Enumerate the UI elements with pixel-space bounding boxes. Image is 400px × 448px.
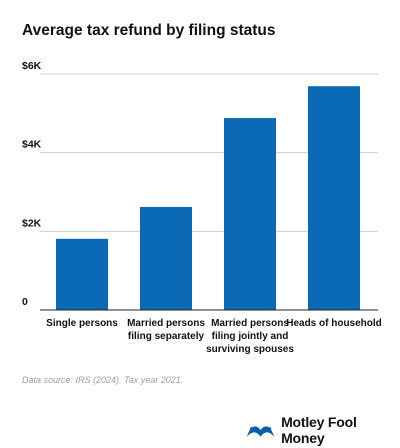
x-tick-label-line: filing separately (128, 331, 205, 342)
bar (224, 118, 276, 310)
x-axis-ticks: Single persons Married persons filing sepa… (46, 318, 382, 355)
x-tick-label: Married persons filing jointly and survivi… (206, 318, 294, 355)
y-tick-label: $2K (22, 217, 42, 229)
bar-chart: 0 $2K $4K $6K Single persons Married persons… (22, 60, 382, 355)
x-tick-label-line: Married persons (211, 318, 289, 329)
brand-logo: Motley Fool Money (246, 414, 400, 446)
jester-cap-logo-icon (246, 426, 275, 437)
x-tick-label: Heads of household (286, 318, 382, 329)
bar (308, 86, 360, 311)
x-tick-label-line: Married persons (127, 318, 205, 329)
bars (56, 86, 360, 311)
y-tick-label: $6K (22, 60, 42, 72)
y-tick-label: 0 (22, 296, 28, 308)
chart-title: Average tax refund by filing status (22, 22, 276, 39)
x-tick-label-line: Heads of household (286, 318, 382, 329)
data-source-note: Data source: IRS (2024). Tax year 2021. (22, 375, 184, 385)
bar (140, 206, 192, 310)
y-tick-label: $4K (22, 139, 42, 151)
x-tick-label: Single persons (46, 318, 118, 329)
x-tick-label-line: filing jointly and (212, 331, 289, 342)
x-tick-label: Married persons filing separately (127, 318, 205, 342)
x-tick-label-line: surviving spouses (206, 344, 294, 355)
x-tick-label-line: Single persons (46, 318, 118, 329)
bar (56, 238, 108, 310)
brand-name: Motley Fool Money (281, 414, 357, 446)
y-axis-ticks: 0 $2K $4K $6K (22, 60, 42, 308)
